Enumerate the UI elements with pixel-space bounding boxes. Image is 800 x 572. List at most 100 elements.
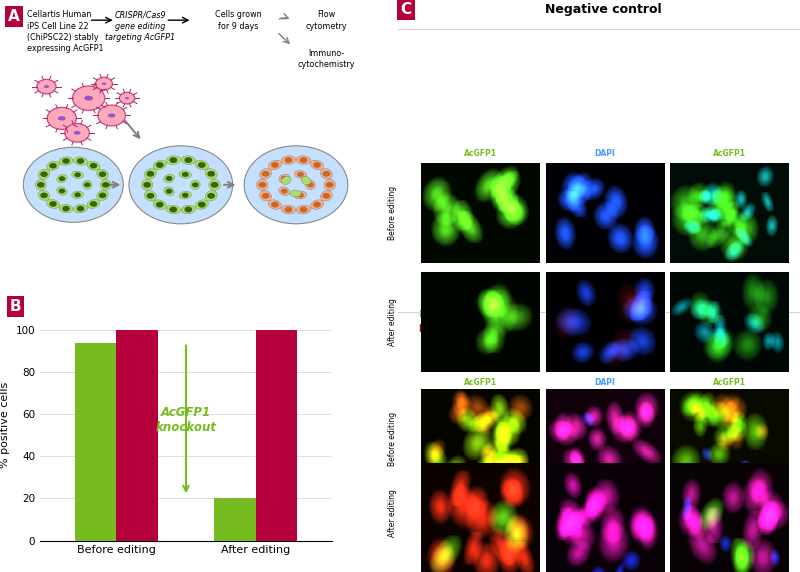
Circle shape (313, 202, 321, 208)
Ellipse shape (108, 113, 115, 118)
Bar (74, 343, 117, 541)
Circle shape (62, 206, 70, 212)
Ellipse shape (153, 160, 166, 170)
Text: DAPI: DAPI (594, 378, 615, 387)
Ellipse shape (142, 180, 153, 190)
Text: Oct-4: Oct-4 (594, 394, 616, 403)
Bar (255, 330, 298, 541)
Text: AcGFP1: AcGFP1 (713, 378, 746, 387)
Legend: % AcGFP1+, % SSEA-4+: % AcGFP1+, % SSEA-4+ (416, 304, 508, 337)
Circle shape (84, 182, 90, 187)
Ellipse shape (35, 180, 46, 190)
Circle shape (37, 80, 56, 94)
Circle shape (271, 202, 279, 208)
Text: B: B (10, 299, 22, 313)
Circle shape (102, 182, 110, 188)
Circle shape (146, 171, 154, 177)
Ellipse shape (145, 169, 157, 179)
Circle shape (95, 77, 113, 90)
Ellipse shape (296, 156, 310, 165)
Ellipse shape (164, 174, 174, 183)
Ellipse shape (294, 192, 306, 199)
Circle shape (156, 162, 164, 168)
Ellipse shape (59, 157, 73, 165)
Circle shape (285, 157, 292, 163)
Circle shape (65, 124, 90, 142)
Ellipse shape (205, 190, 217, 201)
Circle shape (185, 206, 192, 212)
Text: AcGFP1: AcGFP1 (463, 149, 497, 158)
Circle shape (262, 171, 270, 177)
Ellipse shape (97, 190, 108, 200)
Circle shape (40, 172, 48, 177)
Text: Immuno-
cytochemistry: Immuno- cytochemistry (298, 49, 355, 70)
Ellipse shape (102, 82, 106, 85)
Circle shape (170, 157, 177, 163)
Text: Before editing: Before editing (388, 412, 398, 466)
Bar (214, 498, 255, 541)
Circle shape (62, 158, 70, 164)
Circle shape (322, 171, 330, 177)
Ellipse shape (153, 200, 166, 209)
Ellipse shape (260, 190, 272, 201)
Ellipse shape (72, 191, 83, 198)
Circle shape (98, 193, 106, 198)
Text: DAPI: DAPI (719, 394, 740, 403)
Circle shape (58, 176, 66, 181)
Ellipse shape (290, 190, 302, 197)
Circle shape (300, 206, 307, 212)
Ellipse shape (268, 200, 282, 209)
Circle shape (156, 202, 164, 208)
Ellipse shape (257, 180, 268, 190)
Circle shape (166, 189, 173, 194)
Ellipse shape (268, 160, 282, 170)
Ellipse shape (195, 160, 209, 170)
Text: AcGFP1: AcGFP1 (713, 149, 746, 158)
Ellipse shape (38, 190, 50, 200)
Circle shape (326, 182, 334, 188)
Ellipse shape (74, 131, 81, 134)
Ellipse shape (166, 205, 181, 214)
Ellipse shape (296, 205, 310, 214)
Circle shape (98, 172, 106, 177)
Text: Cells grown
for 9 days: Cells grown for 9 days (215, 10, 262, 30)
Ellipse shape (294, 170, 306, 178)
Circle shape (281, 176, 288, 181)
Text: CRISPR/Cas9
gene editing
targeting AcGFP1: CRISPR/Cas9 gene editing targeting AcGFP… (106, 10, 175, 42)
Ellipse shape (58, 116, 66, 121)
Circle shape (98, 105, 126, 126)
Ellipse shape (38, 169, 50, 179)
Ellipse shape (282, 176, 291, 184)
Ellipse shape (74, 157, 87, 165)
Bar (117, 330, 158, 541)
Circle shape (47, 108, 76, 129)
Circle shape (182, 172, 189, 177)
Circle shape (77, 158, 84, 164)
Text: Isotype control: Isotype control (697, 181, 762, 190)
Ellipse shape (190, 180, 200, 189)
Text: A: A (8, 9, 20, 23)
Circle shape (322, 193, 330, 198)
Ellipse shape (97, 169, 108, 179)
Text: Isotype control: Isotype control (572, 165, 638, 174)
Circle shape (129, 146, 233, 224)
Ellipse shape (320, 169, 332, 179)
Ellipse shape (282, 156, 296, 165)
Ellipse shape (209, 180, 220, 190)
Circle shape (300, 157, 307, 163)
Ellipse shape (181, 205, 195, 214)
Ellipse shape (205, 169, 217, 179)
Ellipse shape (145, 190, 157, 201)
Circle shape (90, 163, 98, 169)
Text: Oct-4: Oct-4 (718, 410, 741, 419)
Ellipse shape (59, 204, 73, 213)
Text: C: C (401, 2, 411, 17)
Circle shape (258, 182, 266, 188)
Text: Oct-4 labeling: Oct-4 labeling (554, 295, 652, 308)
Circle shape (210, 182, 218, 188)
Circle shape (77, 206, 84, 212)
Ellipse shape (282, 205, 296, 214)
Y-axis label: % positive cells: % positive cells (0, 382, 10, 468)
Circle shape (313, 162, 321, 168)
Ellipse shape (166, 156, 181, 165)
